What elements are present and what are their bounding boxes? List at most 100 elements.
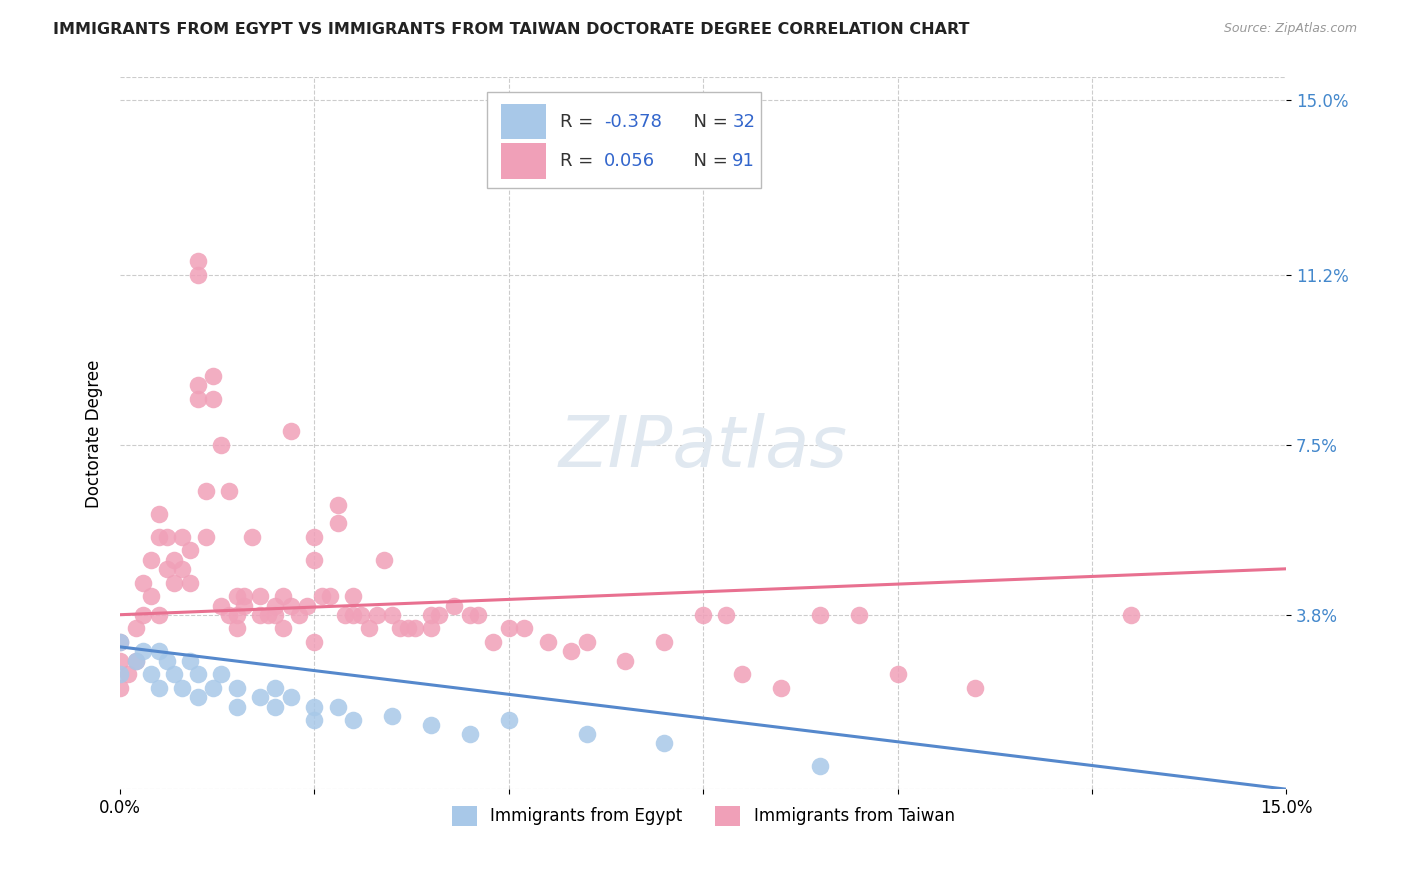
Point [652,736,675,750]
Point [420,622,443,636]
Point [163,552,186,566]
Point [209,438,232,452]
Point [249,607,271,622]
Point [326,516,349,530]
Point [443,599,465,613]
Point [498,714,520,728]
Text: ZIPatlas: ZIPatlas [558,413,848,482]
Point [560,644,582,658]
Point [148,507,170,521]
Point [482,635,505,649]
Point [264,681,287,696]
Point [156,562,179,576]
Point [420,607,443,622]
Point [458,727,481,741]
Point [202,681,225,696]
Y-axis label: Doctorate Degree: Doctorate Degree [86,359,103,508]
Point [209,599,232,613]
Point [271,622,294,636]
Point [420,718,443,732]
Point [716,607,738,622]
Point [304,552,326,566]
Point [194,483,217,498]
FancyBboxPatch shape [502,103,546,139]
Point [148,644,170,658]
Point [886,667,908,681]
Point [108,654,131,668]
Point [148,607,170,622]
Point [366,607,388,622]
Point [357,622,380,636]
Point [652,635,675,649]
Point [187,268,209,282]
Point [467,607,489,622]
Text: IMMIGRANTS FROM EGYPT VS IMMIGRANTS FROM TAIWAN DOCTORATE DEGREE CORRELATION CHA: IMMIGRANTS FROM EGYPT VS IMMIGRANTS FROM… [53,22,970,37]
Point [117,667,139,681]
Point [108,667,131,681]
Text: R =: R = [560,152,599,169]
Point [304,699,326,714]
Point [326,498,349,512]
Point [202,368,225,383]
Point [513,622,536,636]
Point [319,590,342,604]
Point [172,681,194,696]
Point [264,607,287,622]
Text: 0.056: 0.056 [605,152,655,169]
Point [233,599,256,613]
Point [218,607,240,622]
Point [194,530,217,544]
Point [225,681,247,696]
Text: R =: R = [560,112,599,130]
Point [187,667,209,681]
Point [458,607,481,622]
Point [304,530,326,544]
Point [187,254,209,268]
Point [1119,607,1142,622]
Point [264,699,287,714]
Point [537,635,560,649]
Point [202,392,225,406]
Point [124,654,146,668]
Point [288,607,311,622]
Point [132,575,155,590]
Point [108,681,131,696]
Point [808,759,831,773]
Point [388,622,411,636]
Point [280,599,302,613]
Point [249,690,271,705]
Point [108,635,131,649]
Point [271,590,294,604]
Point [233,590,256,604]
Point [264,599,287,613]
Point [187,690,209,705]
Point [256,607,278,622]
Point [311,590,333,604]
Point [218,483,240,498]
Point [381,708,404,723]
Point [396,622,419,636]
Point [280,424,302,438]
Text: N =: N = [682,112,734,130]
Point [381,607,404,622]
Point [124,654,146,668]
Point [187,392,209,406]
Point [172,530,194,544]
Point [373,552,395,566]
Point [808,607,831,622]
Point [848,607,870,622]
Point [187,378,209,392]
Point [326,699,349,714]
Point [692,607,714,622]
Point [148,530,170,544]
Point [225,607,247,622]
Point [179,543,201,558]
Point [163,575,186,590]
Point [769,681,792,696]
Point [498,622,520,636]
Point [427,607,450,622]
Point [225,699,247,714]
Point [179,654,201,668]
Point [280,690,302,705]
Point [139,552,162,566]
